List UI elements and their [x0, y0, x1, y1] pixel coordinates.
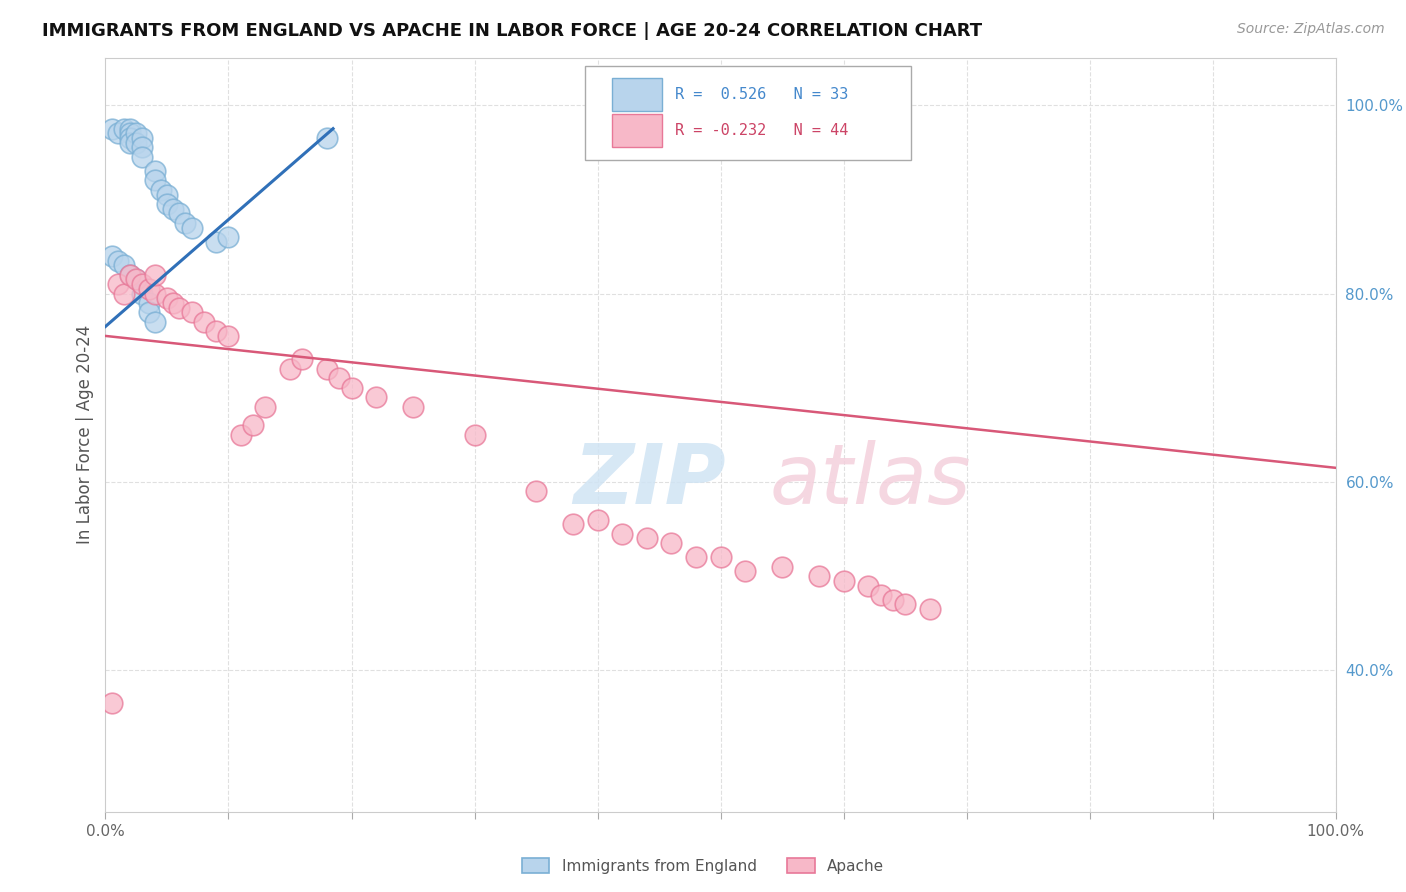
Point [586, 513, 609, 527]
Point [156, 197, 179, 211]
Point [149, 183, 172, 197]
Point [882, 592, 904, 607]
Point [218, 230, 240, 244]
Point [125, 272, 148, 286]
Point [120, 136, 141, 150]
Point [112, 286, 135, 301]
Point [180, 305, 202, 319]
Point [162, 202, 184, 216]
Point [291, 352, 314, 367]
Point [524, 484, 547, 499]
Point [143, 286, 166, 301]
Point [278, 362, 301, 376]
Text: Source: ZipAtlas.com: Source: ZipAtlas.com [1237, 22, 1385, 37]
Point [918, 602, 941, 616]
Point [464, 428, 486, 442]
Point [562, 517, 585, 532]
Point [242, 418, 264, 433]
Point [125, 272, 148, 286]
FancyBboxPatch shape [613, 78, 662, 111]
Point [169, 206, 191, 220]
Point [254, 400, 277, 414]
Point [120, 268, 141, 282]
Point [710, 550, 733, 565]
Point [156, 187, 179, 202]
Point [328, 371, 350, 385]
Point [143, 315, 166, 329]
Point [832, 574, 855, 588]
Point [143, 173, 166, 187]
Point [869, 588, 891, 602]
Point [131, 150, 153, 164]
Point [807, 569, 830, 583]
Point [100, 249, 122, 263]
Point [402, 400, 425, 414]
Point [315, 362, 337, 376]
Text: IMMIGRANTS FROM ENGLAND VS APACHE IN LABOR FORCE | AGE 20-24 CORRELATION CHART: IMMIGRANTS FROM ENGLAND VS APACHE IN LAB… [42, 22, 983, 40]
Point [174, 216, 197, 230]
Point [340, 381, 363, 395]
Text: atlas: atlas [770, 440, 972, 521]
Y-axis label: In Labor Force | Age 20-24: In Labor Force | Age 20-24 [76, 326, 94, 544]
Point [138, 296, 160, 310]
Point [858, 579, 880, 593]
FancyBboxPatch shape [585, 65, 911, 160]
Point [205, 235, 228, 249]
Point [156, 291, 179, 305]
Point [180, 220, 202, 235]
Point [120, 121, 141, 136]
Point [229, 428, 252, 442]
Point [112, 121, 135, 136]
FancyBboxPatch shape [613, 114, 662, 147]
Legend: Immigrants from England, Apache: Immigrants from England, Apache [516, 852, 890, 880]
Point [131, 277, 153, 291]
Point [131, 286, 153, 301]
Point [661, 536, 683, 550]
Point [125, 127, 148, 141]
Point [107, 127, 129, 141]
Point [100, 697, 122, 711]
Point [193, 315, 215, 329]
Point [366, 390, 388, 404]
Point [143, 268, 166, 282]
Point [100, 121, 122, 136]
Point [205, 324, 228, 338]
Point [131, 140, 153, 154]
Point [107, 277, 129, 291]
Point [169, 301, 191, 315]
Point [120, 268, 141, 282]
Point [636, 532, 658, 546]
Point [162, 296, 184, 310]
Text: ZIP: ZIP [574, 440, 725, 521]
Point [143, 164, 166, 178]
Point [125, 136, 148, 150]
Point [112, 258, 135, 272]
Point [107, 253, 129, 268]
Point [734, 565, 756, 579]
Point [315, 131, 337, 145]
Point [610, 526, 633, 541]
Point [685, 550, 707, 565]
Point [138, 305, 160, 319]
Point [894, 598, 917, 612]
Point [770, 559, 793, 574]
Text: R = -0.232   N = 44: R = -0.232 N = 44 [675, 123, 848, 138]
Point [218, 329, 240, 343]
Point [120, 131, 141, 145]
Point [131, 131, 153, 145]
Point [138, 282, 160, 296]
Text: R =  0.526   N = 33: R = 0.526 N = 33 [675, 87, 848, 102]
Point [120, 127, 141, 141]
